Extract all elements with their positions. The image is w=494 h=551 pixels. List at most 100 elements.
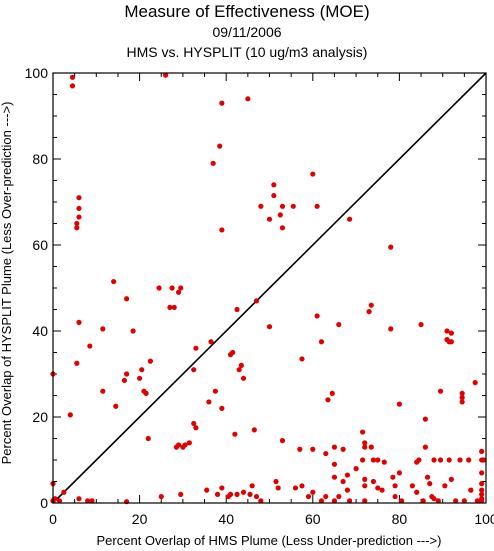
data-point [100, 388, 106, 394]
x-tick-label: 100 [474, 511, 494, 527]
data-point [325, 397, 331, 403]
data-point [219, 485, 225, 491]
data-point [310, 446, 316, 452]
data-point [344, 487, 351, 493]
y-tick-label: 40 [32, 323, 48, 339]
data-point [323, 493, 329, 500]
data-point [479, 448, 485, 454]
data-point [232, 431, 238, 437]
data-point [210, 160, 216, 166]
data-point [292, 485, 299, 491]
data-point [444, 328, 450, 334]
data-point [277, 212, 283, 218]
data-point [340, 446, 346, 452]
data-point [362, 440, 368, 446]
data-point [273, 478, 279, 485]
y-tick-label: 0 [40, 495, 48, 511]
data-point [396, 470, 402, 476]
data-point [437, 457, 444, 463]
data-point [370, 457, 377, 463]
data-point [238, 362, 244, 368]
data-point [182, 442, 188, 448]
data-point [362, 476, 368, 482]
data-point [258, 498, 264, 504]
y-tick-label: 20 [32, 409, 48, 425]
y-tick-label: 60 [32, 237, 48, 253]
data-point [398, 498, 405, 504]
data-point [314, 313, 320, 319]
data-point [56, 498, 63, 504]
data-point [74, 225, 80, 231]
chart-title: Measure of Effectiveness (MOE) [124, 2, 369, 21]
x-tick-label: 80 [392, 511, 408, 527]
data-point [219, 227, 225, 233]
data-point [290, 203, 296, 209]
data-point [275, 485, 281, 491]
data-point [251, 427, 257, 433]
data-point [230, 349, 236, 356]
data-point [323, 450, 329, 457]
data-point [247, 491, 253, 497]
data-point [479, 481, 485, 487]
data-point [418, 321, 424, 328]
data-point [76, 496, 82, 502]
data-point [310, 489, 316, 495]
data-point [191, 367, 197, 373]
data-point [113, 403, 119, 409]
data-point [214, 491, 221, 497]
data-point [219, 405, 225, 411]
data-point [178, 491, 184, 497]
chart-date: 09/11/2006 [212, 24, 281, 40]
data-point [453, 498, 459, 504]
data-point [459, 395, 465, 401]
data-point [422, 416, 428, 422]
data-point [67, 412, 73, 418]
data-point [468, 487, 474, 493]
data-point [156, 285, 162, 291]
data-point [69, 74, 76, 80]
data-point [414, 489, 420, 495]
data-point [318, 339, 325, 345]
data-point [167, 304, 173, 310]
x-tick-label: 40 [218, 511, 234, 527]
data-point [331, 474, 338, 480]
data-point [76, 214, 82, 220]
data-point [121, 377, 128, 384]
data-point [175, 442, 182, 448]
data-point [76, 195, 82, 201]
data-point [76, 205, 82, 212]
data-point [236, 367, 242, 373]
data-point [69, 83, 76, 89]
data-point [448, 339, 454, 345]
data-point [253, 298, 260, 304]
data-point [297, 446, 303, 452]
data-point [74, 360, 80, 366]
y-tick-label: 100 [25, 65, 49, 81]
data-point [375, 457, 381, 463]
data-point [347, 498, 353, 504]
data-point [100, 326, 106, 332]
data-point [368, 444, 374, 450]
data-point [143, 390, 149, 396]
data-point [359, 457, 366, 463]
data-point [336, 493, 342, 500]
data-point [388, 244, 394, 250]
data-point [392, 483, 398, 489]
data-point [175, 289, 182, 295]
data-point [240, 489, 247, 495]
data-point [409, 483, 415, 489]
one-to-one-line [52, 72, 487, 504]
data-point [145, 435, 151, 442]
data-point [379, 487, 385, 493]
data-point [390, 474, 396, 480]
data-point [442, 483, 448, 489]
data-point [208, 339, 214, 345]
data-point [366, 309, 372, 315]
data-point [427, 481, 433, 487]
data-point [368, 302, 374, 308]
data-point [344, 472, 351, 478]
x-tick-label: 60 [305, 511, 321, 527]
data-point [459, 399, 465, 405]
data-point [347, 216, 353, 222]
